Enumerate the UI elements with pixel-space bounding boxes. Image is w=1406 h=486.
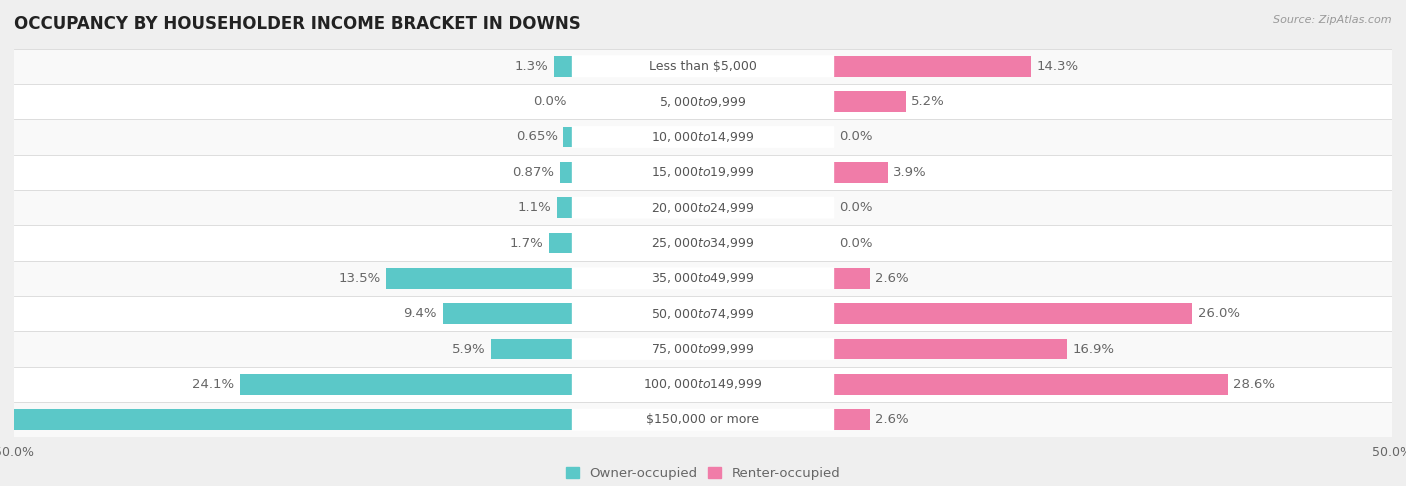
Bar	[491, 339, 572, 359]
Text: 0.0%: 0.0%	[839, 237, 873, 249]
Bar	[14, 155, 1392, 190]
Text: 0.0%: 0.0%	[839, 130, 873, 143]
Bar	[834, 374, 1227, 395]
FancyBboxPatch shape	[572, 126, 834, 148]
Text: 1.7%: 1.7%	[509, 237, 543, 249]
Bar	[548, 233, 572, 253]
Bar	[14, 402, 1392, 437]
Bar	[14, 331, 1392, 367]
Bar	[834, 339, 1067, 359]
Bar	[14, 119, 1392, 155]
Text: 3.9%: 3.9%	[893, 166, 927, 179]
FancyBboxPatch shape	[572, 373, 834, 395]
FancyBboxPatch shape	[572, 55, 834, 77]
Bar	[14, 260, 1392, 296]
Text: $5,000 to $9,999: $5,000 to $9,999	[659, 95, 747, 108]
Bar	[443, 303, 572, 324]
Text: 1.1%: 1.1%	[517, 201, 551, 214]
Text: 28.6%: 28.6%	[1233, 378, 1275, 391]
FancyBboxPatch shape	[572, 267, 834, 289]
Text: 0.87%: 0.87%	[513, 166, 554, 179]
FancyBboxPatch shape	[572, 197, 834, 219]
Text: $25,000 to $34,999: $25,000 to $34,999	[651, 236, 755, 250]
Text: $75,000 to $99,999: $75,000 to $99,999	[651, 342, 755, 356]
Text: $50,000 to $74,999: $50,000 to $74,999	[651, 307, 755, 321]
FancyBboxPatch shape	[572, 91, 834, 113]
Bar	[14, 296, 1392, 331]
Bar	[834, 56, 1031, 76]
Bar	[560, 162, 572, 183]
FancyBboxPatch shape	[572, 232, 834, 254]
Bar	[240, 374, 572, 395]
Text: 0.0%: 0.0%	[533, 95, 567, 108]
Text: 1.3%: 1.3%	[515, 60, 548, 73]
Bar	[387, 268, 572, 289]
Text: $10,000 to $14,999: $10,000 to $14,999	[651, 130, 755, 144]
Text: 9.4%: 9.4%	[404, 307, 437, 320]
Bar	[14, 367, 1392, 402]
Text: Less than $5,000: Less than $5,000	[650, 60, 756, 73]
Text: 5.9%: 5.9%	[451, 343, 485, 356]
Text: 16.9%: 16.9%	[1073, 343, 1115, 356]
Text: 13.5%: 13.5%	[339, 272, 381, 285]
Bar	[14, 84, 1392, 119]
Text: 2.6%: 2.6%	[875, 272, 908, 285]
Text: 5.2%: 5.2%	[911, 95, 945, 108]
Text: $150,000 or more: $150,000 or more	[647, 413, 759, 426]
Text: OCCUPANCY BY HOUSEHOLDER INCOME BRACKET IN DOWNS: OCCUPANCY BY HOUSEHOLDER INCOME BRACKET …	[14, 15, 581, 33]
Text: $15,000 to $19,999: $15,000 to $19,999	[651, 165, 755, 179]
FancyBboxPatch shape	[572, 161, 834, 183]
Text: 26.0%: 26.0%	[1198, 307, 1240, 320]
FancyBboxPatch shape	[572, 303, 834, 325]
Bar	[834, 162, 887, 183]
Bar	[554, 56, 572, 76]
Text: 14.3%: 14.3%	[1036, 60, 1078, 73]
Bar	[834, 303, 1192, 324]
Bar	[14, 190, 1392, 226]
Text: 2.6%: 2.6%	[875, 413, 908, 426]
Legend: Owner-occupied, Renter-occupied: Owner-occupied, Renter-occupied	[560, 462, 846, 485]
Text: 0.0%: 0.0%	[839, 201, 873, 214]
Bar	[564, 127, 572, 147]
Bar	[834, 410, 870, 430]
FancyBboxPatch shape	[572, 409, 834, 431]
Bar	[834, 268, 870, 289]
Text: $100,000 to $149,999: $100,000 to $149,999	[644, 378, 762, 391]
Bar	[557, 197, 572, 218]
Text: $20,000 to $24,999: $20,000 to $24,999	[651, 201, 755, 215]
Text: Source: ZipAtlas.com: Source: ZipAtlas.com	[1274, 15, 1392, 25]
Text: 24.1%: 24.1%	[193, 378, 235, 391]
Text: 0.65%: 0.65%	[516, 130, 558, 143]
Text: $35,000 to $49,999: $35,000 to $49,999	[651, 271, 755, 285]
FancyBboxPatch shape	[572, 338, 834, 360]
Bar	[834, 91, 905, 112]
Bar	[14, 226, 1392, 260]
Bar	[0, 410, 572, 430]
Bar	[14, 49, 1392, 84]
